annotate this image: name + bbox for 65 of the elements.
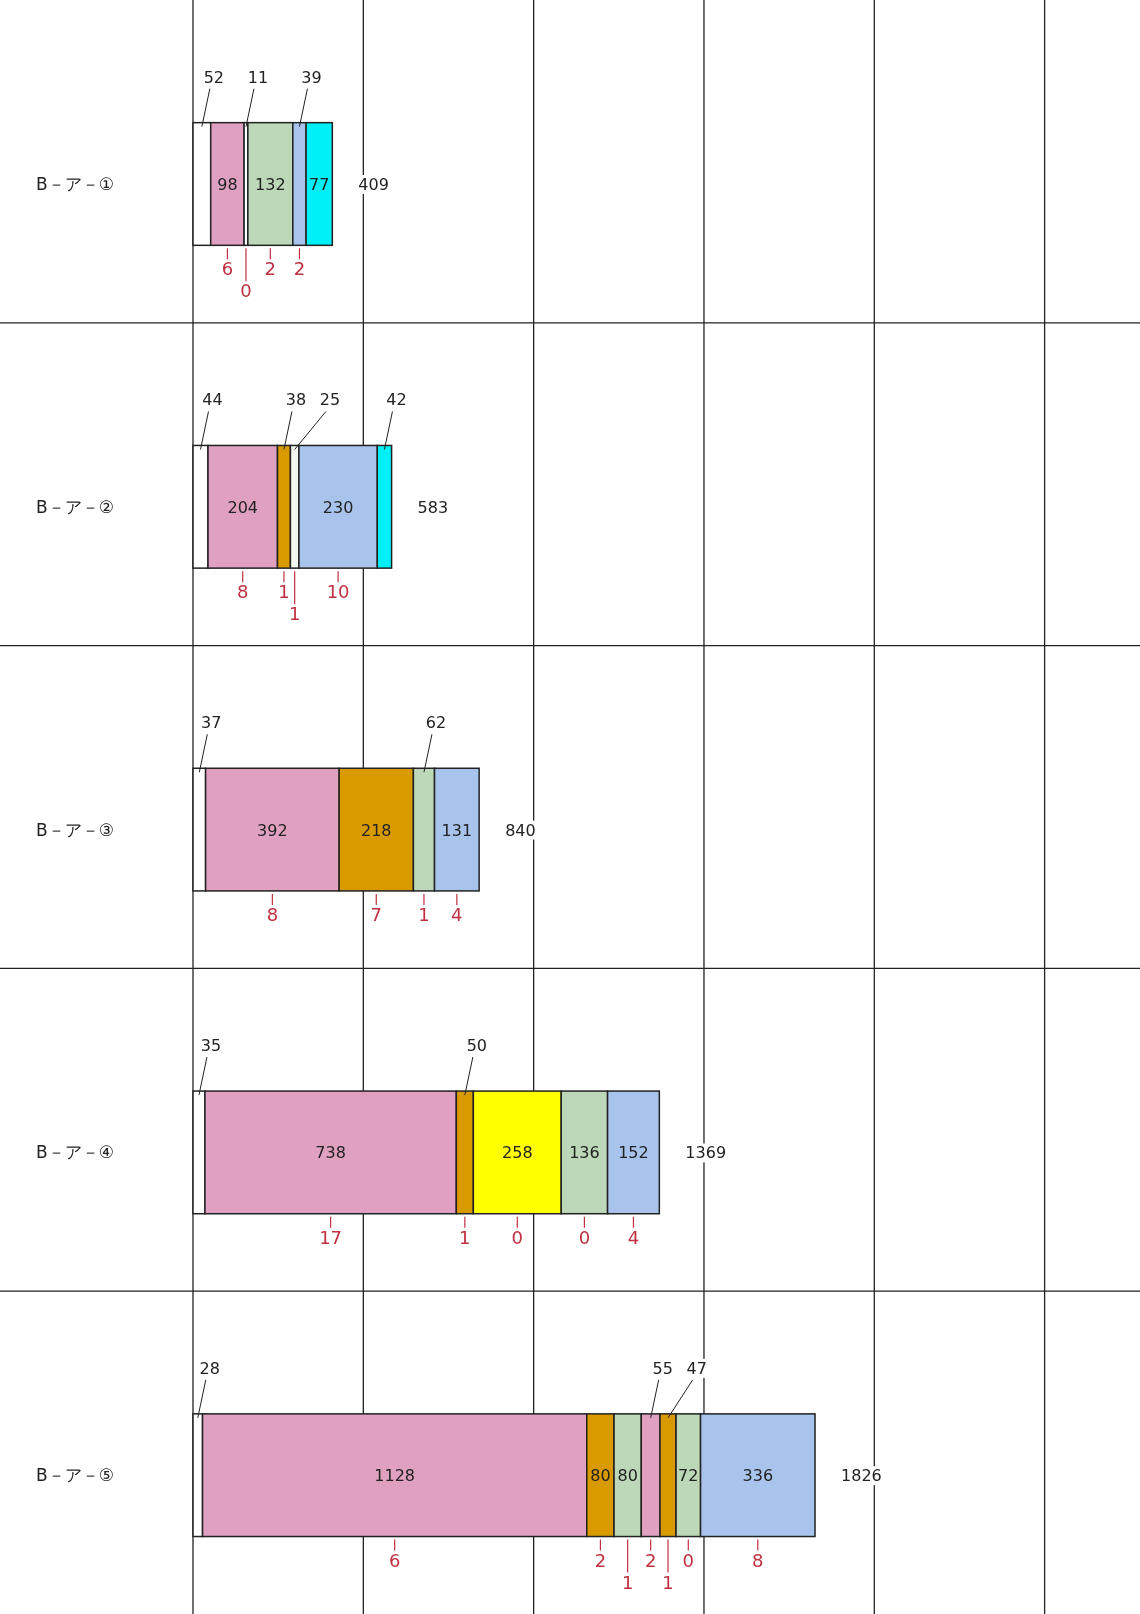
data-label: 152 <box>618 1143 649 1163</box>
annotation: 1 <box>459 1226 471 1248</box>
data-label: 230 <box>322 497 354 517</box>
data-label: 77 <box>309 175 330 194</box>
data-label: 80 <box>617 1466 638 1486</box>
data-label: 132 <box>255 175 286 194</box>
data-label: 11 <box>247 67 269 87</box>
annotation: 1 <box>288 603 301 625</box>
annotation: 4 <box>627 1226 640 1248</box>
annotation: 10 <box>326 581 350 603</box>
y-tick-label: B－ア－④ <box>36 1142 114 1163</box>
annotation: 8 <box>237 581 249 603</box>
total-label: 583 <box>417 497 449 517</box>
annotation: 1 <box>621 1571 634 1593</box>
data-label: 258 <box>502 1143 533 1163</box>
data-label: 204 <box>227 497 259 517</box>
y-tick-label: B－ア－⑤ <box>36 1465 114 1486</box>
data-label: 35 <box>200 1036 222 1056</box>
annotation: 8 <box>266 903 279 925</box>
data-label: 28 <box>199 1358 220 1378</box>
total-label: 1369 <box>685 1143 727 1163</box>
annotation: 1 <box>662 1571 674 1593</box>
y-tick-label: B－ア－③ <box>36 819 114 840</box>
data-label: 136 <box>569 1143 600 1163</box>
annotation: 1 <box>418 903 430 925</box>
data-label: 42 <box>386 390 407 410</box>
annotation: 6 <box>388 1549 401 1571</box>
data-label: 55 <box>652 1358 673 1378</box>
annotation: 17 <box>319 1226 343 1248</box>
annotation: 4 <box>451 903 463 925</box>
annotation: 7 <box>370 903 382 925</box>
data-label: 392 <box>257 820 288 840</box>
annotation: 2 <box>264 258 277 280</box>
data-label: 38 <box>285 390 307 410</box>
data-label: 738 <box>315 1143 346 1163</box>
data-label: 80 <box>590 1466 611 1486</box>
data-label: 1128 <box>374 1466 416 1486</box>
y-tick-label: B－ア－① <box>36 174 114 194</box>
data-label: 72 <box>678 1466 699 1486</box>
annotation: 1 <box>278 581 290 603</box>
total-label: 409 <box>358 175 389 194</box>
data-label: 44 <box>202 390 223 410</box>
data-label: 336 <box>742 1466 774 1486</box>
total-label: 840 <box>505 820 536 840</box>
total-label: 1826 <box>841 1466 882 1486</box>
annotation: 6 <box>221 258 234 280</box>
data-label: 218 <box>360 820 392 840</box>
annotation: 0 <box>511 1226 524 1248</box>
data-label: 50 <box>466 1036 488 1056</box>
annotation: 0 <box>682 1549 695 1571</box>
data-label: 25 <box>319 390 341 410</box>
annotation: 8 <box>752 1549 764 1571</box>
data-label: 98 <box>217 175 238 194</box>
data-label: 52 <box>203 67 225 87</box>
annotation: 0 <box>240 280 252 302</box>
data-label: 37 <box>201 713 222 733</box>
y-tick-label: B－ア－② <box>36 496 114 517</box>
annotation: 2 <box>293 258 306 280</box>
annotation: 0 <box>578 1226 591 1248</box>
data-label: 62 <box>425 713 447 733</box>
annotation: 2 <box>644 1549 657 1571</box>
annotation: 2 <box>594 1549 607 1571</box>
data-label: 47 <box>686 1358 707 1378</box>
data-label: 39 <box>301 67 322 87</box>
data-label: 131 <box>441 820 473 840</box>
